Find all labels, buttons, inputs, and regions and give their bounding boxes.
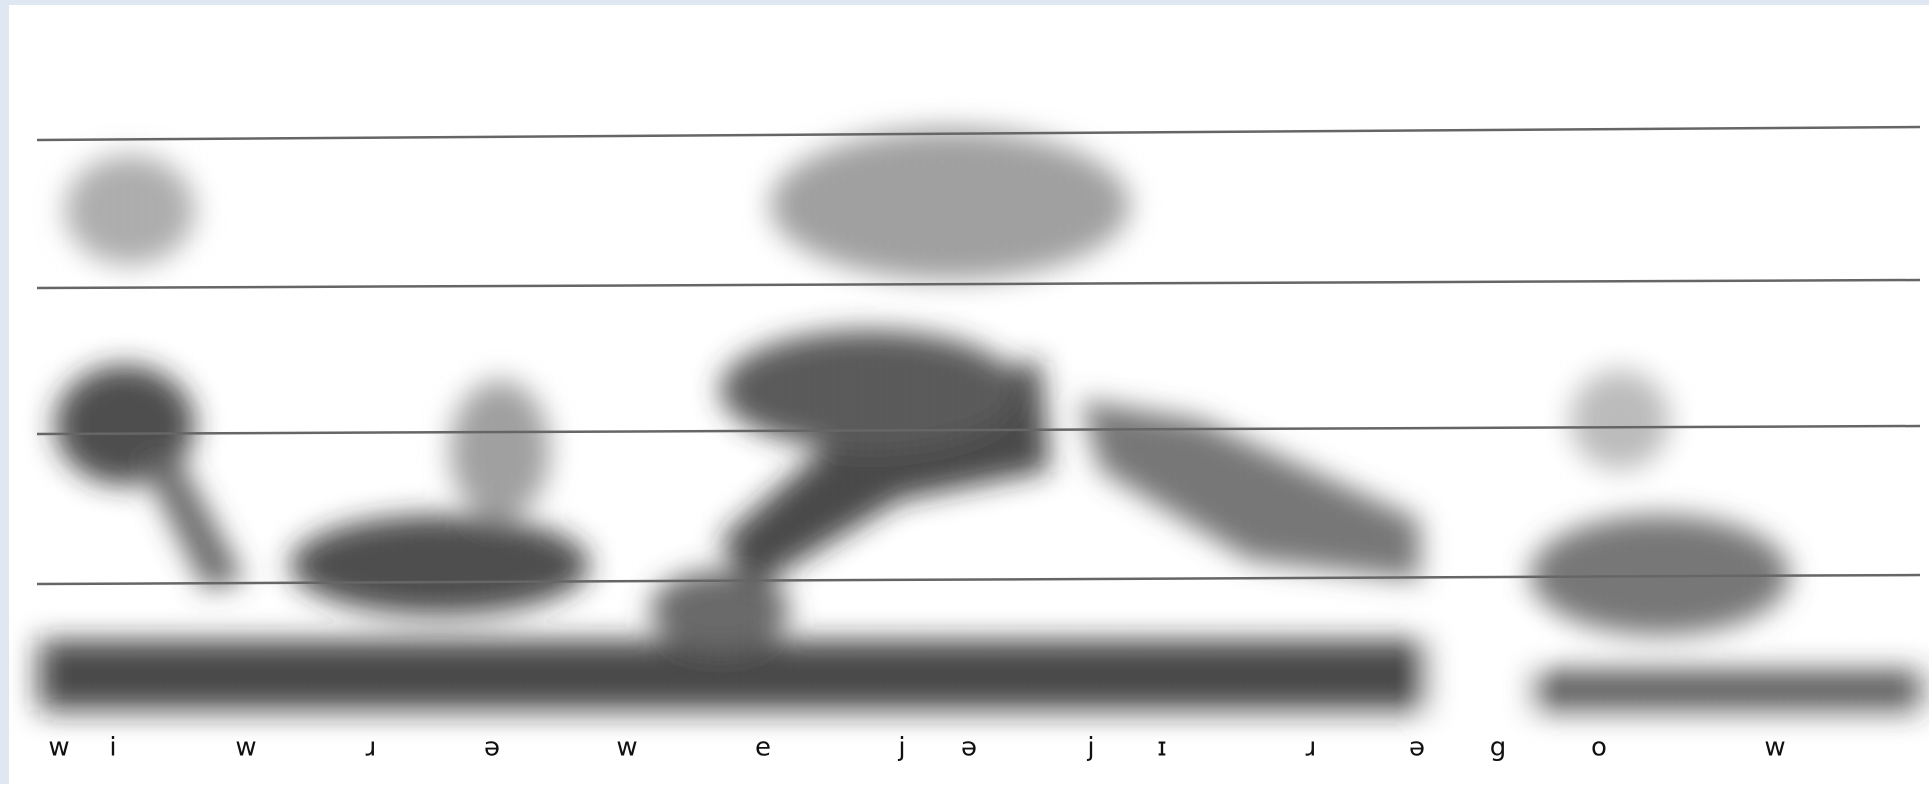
phoneme-label: w <box>1764 733 1785 763</box>
phoneme-label: ɪ <box>1157 733 1167 763</box>
phoneme-label: ɹ <box>366 733 377 763</box>
phoneme-label: g <box>1490 733 1507 763</box>
frequency-line <box>36 573 1921 586</box>
frequency-line <box>36 278 1921 290</box>
striations <box>37 130 1927 720</box>
frequency-line <box>36 125 1921 142</box>
phoneme-label: ə <box>961 733 977 763</box>
phoneme-label: ə <box>1409 733 1425 763</box>
left-border <box>0 0 9 784</box>
phoneme-label: o <box>1591 733 1607 763</box>
phoneme-label: ɹ <box>1306 733 1317 763</box>
phoneme-label: j <box>1086 733 1094 763</box>
phoneme-label: i <box>109 733 116 763</box>
phoneme-label: w <box>616 733 637 763</box>
phoneme-label: ə <box>484 733 500 763</box>
frequency-line <box>36 424 1921 436</box>
phoneme-label: w <box>235 733 256 763</box>
phoneme-label: j <box>897 733 905 763</box>
phoneme-label: e <box>755 733 771 763</box>
frequency-lines <box>36 125 1921 586</box>
phoneme-label: w <box>48 733 69 763</box>
top-border <box>0 0 1929 5</box>
